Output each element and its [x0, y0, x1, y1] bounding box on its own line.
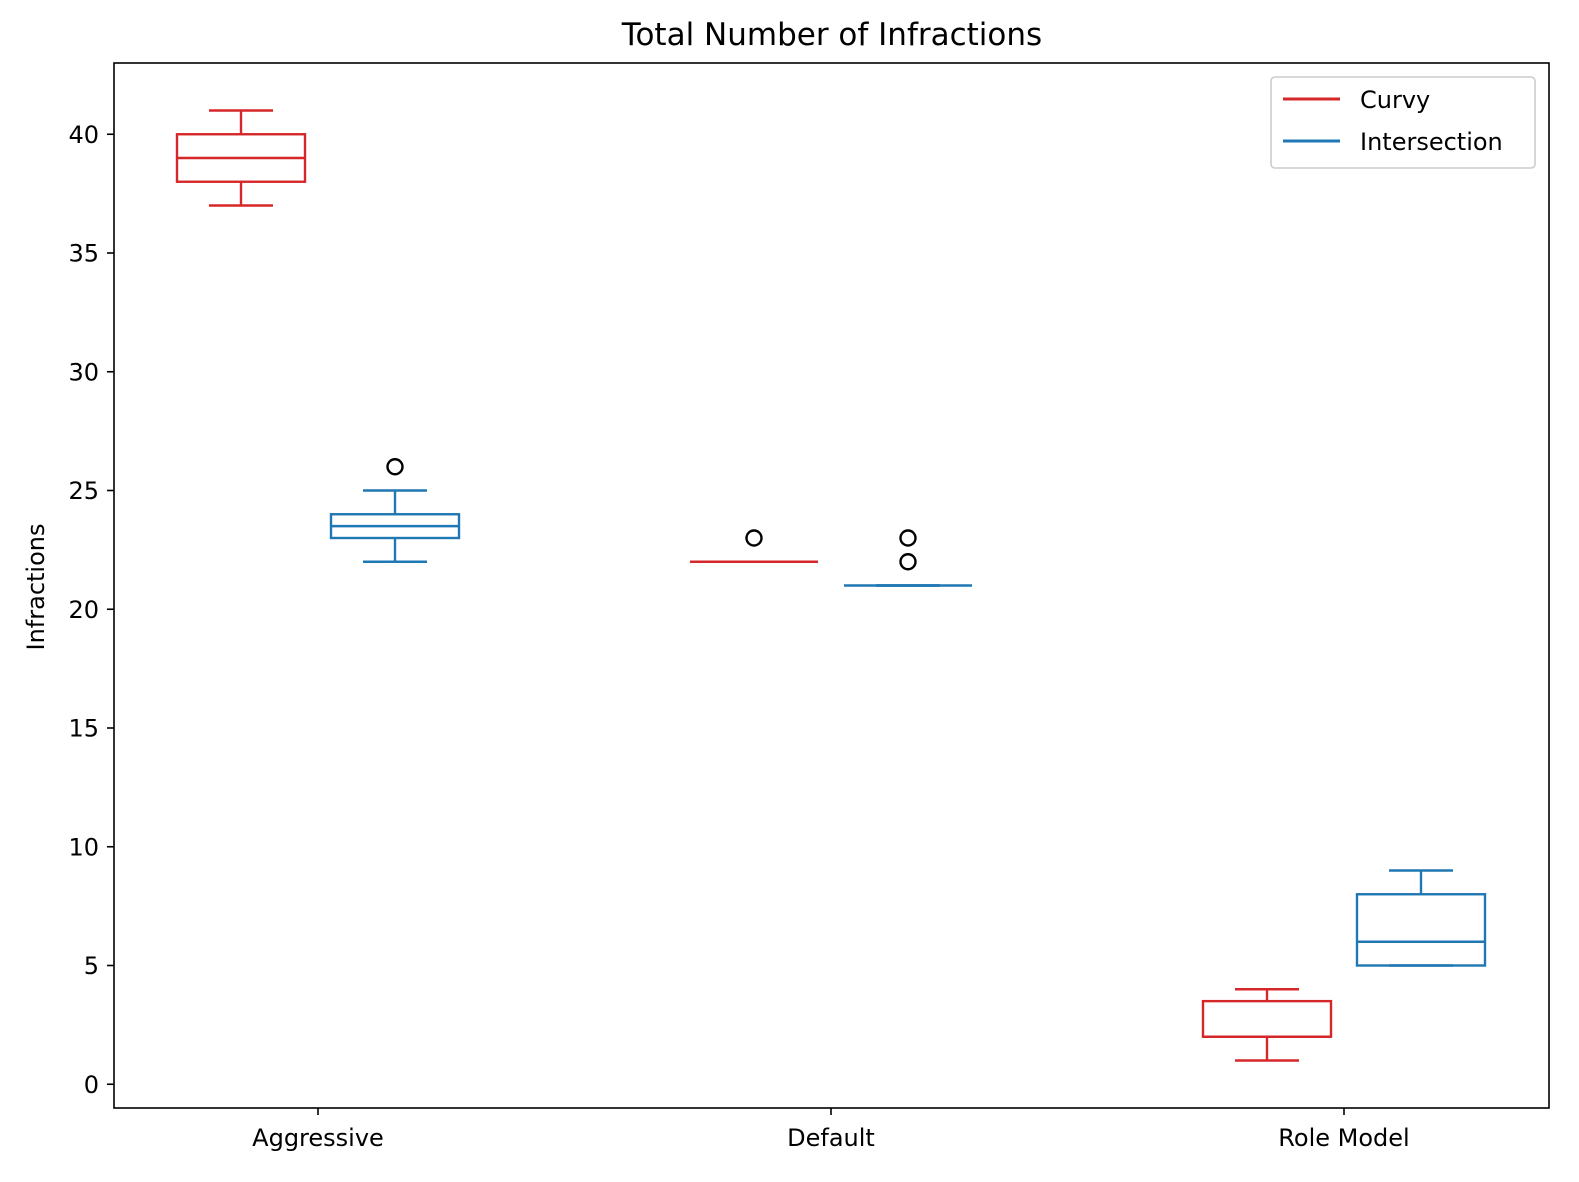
- chart-title: Total Number of Infractions: [621, 17, 1042, 53]
- y-tick-label: 35: [68, 240, 99, 268]
- y-axis-label: Infractions: [22, 524, 50, 651]
- y-tick-label: 20: [68, 596, 99, 624]
- x-tick-label: Aggressive: [252, 1124, 384, 1152]
- y-tick-label: 30: [68, 358, 99, 386]
- y-tick-label: 0: [84, 1071, 99, 1099]
- legend: Curvy Intersection: [1270, 76, 1536, 169]
- legend-label-curvy: Curvy: [1360, 86, 1430, 114]
- y-tick-label: 5: [84, 952, 99, 980]
- x-tick-label: Role Model: [1278, 1124, 1409, 1152]
- y-tick-label: 15: [68, 715, 99, 743]
- y-tick-label: 25: [68, 477, 99, 505]
- y-tick-label: 40: [68, 121, 99, 149]
- box-iqr: [1355, 893, 1487, 967]
- box-intersection-default: [844, 529, 972, 587]
- outlier-point: [386, 458, 404, 476]
- outlier-point: [899, 529, 917, 547]
- box-curvy-default: [690, 529, 818, 563]
- box-intersection-aggressive: [329, 458, 461, 563]
- box-intersection-role-model: [1355, 869, 1487, 967]
- plot-area: 0 5 10 15 20 25 30 35 40 Aggressive Default Role Mo…: [68, 109, 1487, 1152]
- y-tick-label: 10: [68, 833, 99, 861]
- plot-frame: [113, 62, 1550, 1109]
- x-tick-label: Default: [787, 1124, 875, 1152]
- outlier-point: [899, 553, 917, 571]
- box-iqr: [1201, 999, 1333, 1038]
- box-curvy-aggressive: [175, 109, 307, 207]
- legend-label-intersection: Intersection: [1360, 128, 1503, 156]
- outlier-point: [745, 529, 763, 547]
- box-curvy-role-model: [1201, 988, 1333, 1062]
